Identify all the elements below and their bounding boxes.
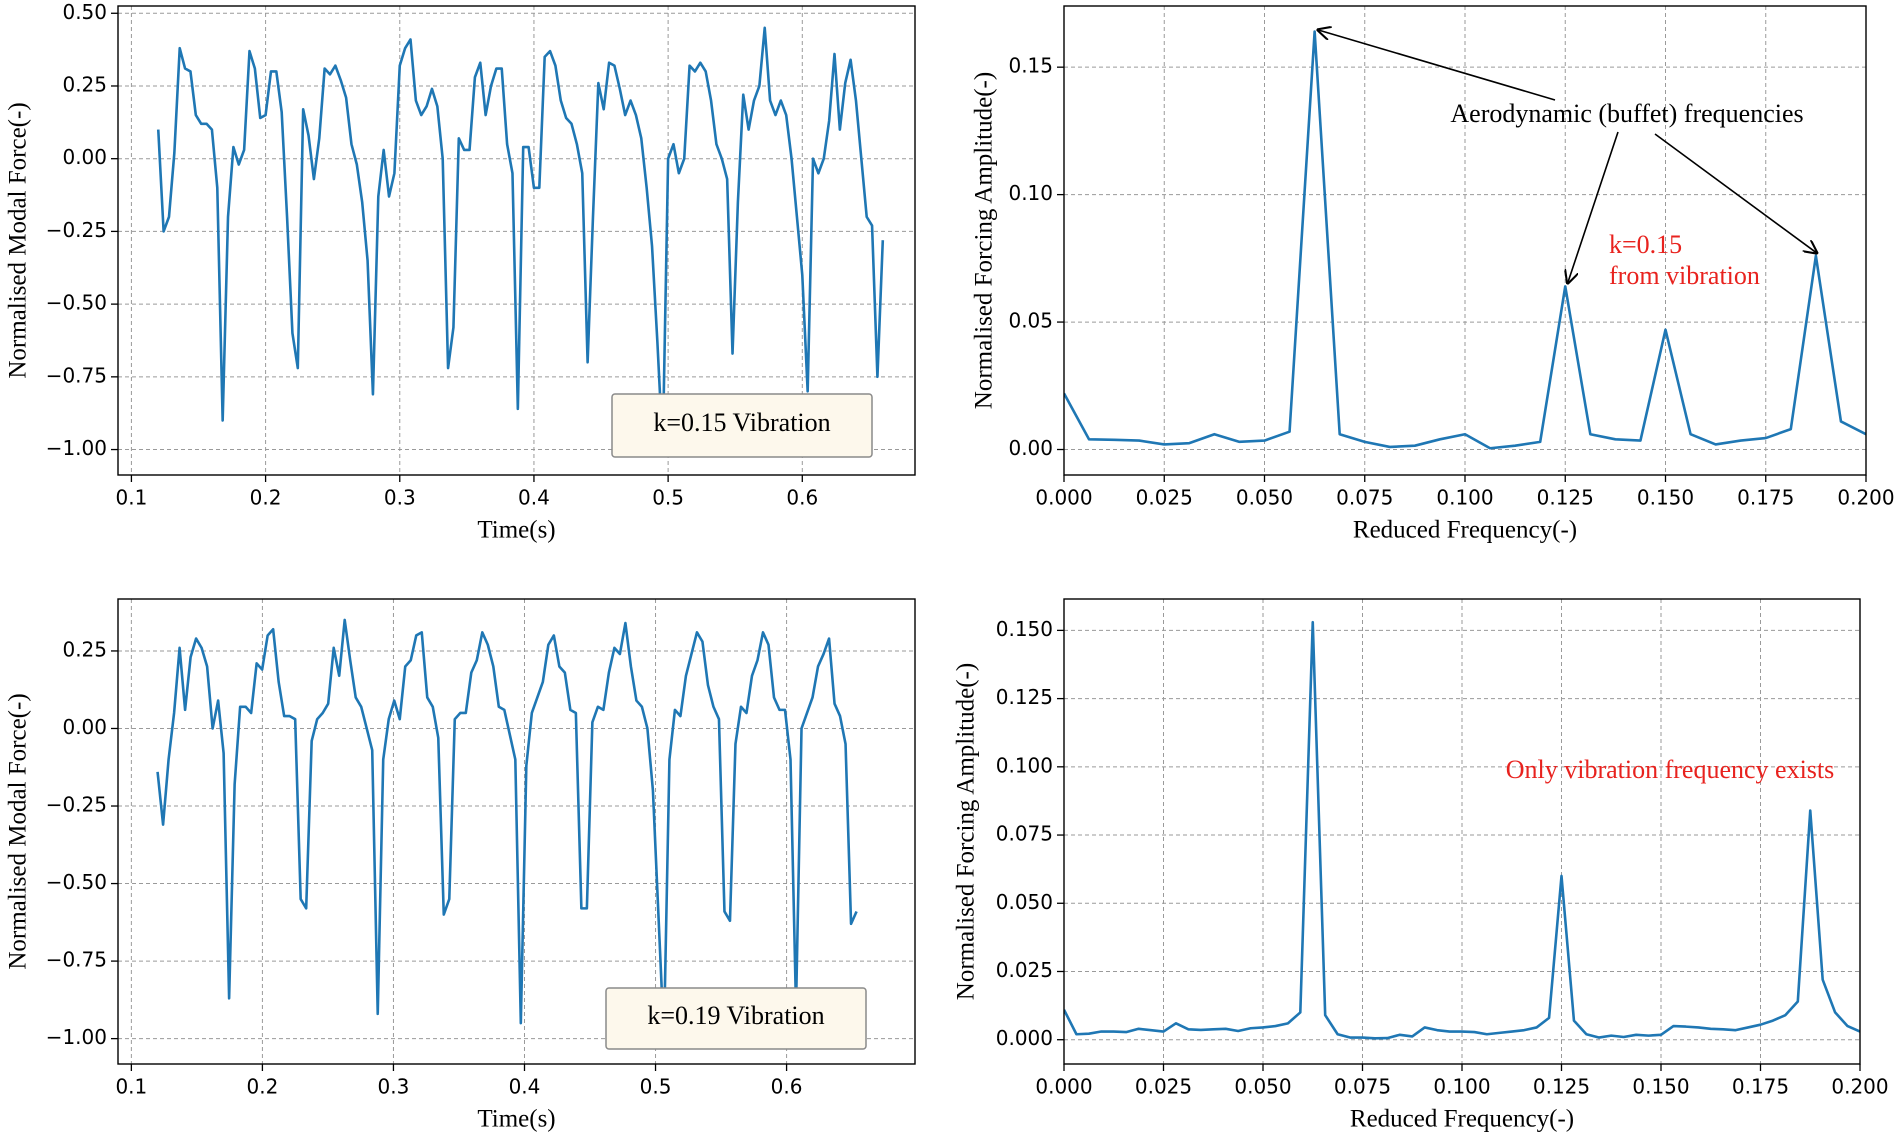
- y-tick-label: −1.00: [46, 1025, 107, 1049]
- y-tick-label: −0.25: [46, 218, 107, 242]
- y-tick-label: −0.50: [46, 870, 107, 894]
- x-tick-label: 0.200: [1831, 1075, 1888, 1099]
- x-tick-label: 0.150: [1632, 1075, 1689, 1099]
- x-tick-label: 0.100: [1433, 1075, 1490, 1099]
- y-tick-label: −0.75: [46, 363, 107, 387]
- y-axis-label: Normalised Modal Force(-): [5, 102, 32, 378]
- annotation: Only vibration frequency exists: [1506, 755, 1835, 784]
- data-line: [156, 618, 858, 1040]
- annotation: k=0.15: [1609, 230, 1682, 259]
- subplot: −1.00 −0.75 −0.50 −0.25 0.00 0.25 0.1 0.2 0.3 0.4…: [5, 598, 916, 1133]
- x-tick-label: 0.050: [1236, 486, 1293, 510]
- x-tick-label: 0.2: [247, 1075, 279, 1099]
- y-tick-label: 0.00: [62, 715, 107, 739]
- x-tick-label: 0.075: [1334, 1075, 1391, 1099]
- y-tick-label: 0.05: [1008, 309, 1053, 333]
- x-tick-label: 0.000: [1035, 1075, 1092, 1099]
- y-tick-label: 0.00: [1008, 436, 1053, 460]
- axes-frame: [1063, 598, 1861, 1065]
- subplot: −1.00 −0.75 −0.50 −0.25 0.00 0.25 0.50 0.1 0.2 0.…: [5, 0, 916, 544]
- y-tick-label: 0.15: [1008, 54, 1053, 78]
- x-tick-label: 0.1: [115, 1075, 147, 1099]
- data-line: [156, 26, 885, 451]
- x-tick-label: 0.000: [1035, 486, 1092, 510]
- x-tick-label: 0.150: [1637, 486, 1694, 510]
- x-axis-label: Reduced Frequency(-): [1353, 517, 1577, 544]
- annotation: k=0.15 Vibration: [653, 408, 830, 437]
- y-tick-label: 0.000: [996, 1026, 1053, 1050]
- y-tick-label: 0.025: [996, 958, 1053, 982]
- x-tick-label: 0.4: [518, 486, 550, 510]
- subplot: 0.000 0.025 0.050 0.075 0.100 0.125 0.150 0.000…: [953, 598, 1889, 1133]
- y-tick-label: −0.50: [46, 291, 107, 315]
- y-tick-label: −0.25: [46, 793, 107, 817]
- axes-frame: [1063, 5, 1867, 476]
- y-tick-label: 0.25: [62, 637, 107, 661]
- y-tick-label: 0.10: [1008, 181, 1053, 205]
- x-tick-label: 0.1: [116, 486, 148, 510]
- y-tick-label: 0.25: [62, 72, 107, 96]
- annotation: from vibration: [1609, 261, 1760, 290]
- x-tick-label: 0.3: [384, 486, 416, 510]
- arrow: [1567, 131, 1619, 284]
- x-tick-label: 0.075: [1336, 486, 1393, 510]
- subplot: 0.00 0.05 0.10 0.15 0.000 0.025 0.050 0.075 0.10…: [971, 5, 1895, 544]
- x-tick-label: 0.3: [378, 1075, 410, 1099]
- x-tick-label: 0.5: [652, 486, 684, 510]
- x-axis-label: Time(s): [477, 517, 555, 544]
- x-tick-label: 0.175: [1732, 1075, 1789, 1099]
- y-tick-label: 0.075: [996, 822, 1053, 846]
- x-tick-label: 0.6: [771, 1075, 803, 1099]
- annotation-box: [605, 987, 867, 1050]
- x-tick-label: 0.125: [1537, 486, 1594, 510]
- x-tick-label: 0.175: [1737, 486, 1794, 510]
- x-tick-label: 0.050: [1234, 1075, 1291, 1099]
- y-axis-label: Normalised Forcing Amplitude(-): [971, 72, 998, 409]
- x-tick-label: 0.100: [1436, 486, 1493, 510]
- y-tick-label: 0.150: [996, 617, 1053, 641]
- x-tick-label: 0.025: [1135, 1075, 1192, 1099]
- y-tick-label: 0.00: [62, 145, 107, 169]
- y-tick-label: 0.125: [996, 685, 1053, 709]
- annotation: k=0.19 Vibration: [647, 1001, 824, 1030]
- x-tick-label: 0.125: [1533, 1075, 1590, 1099]
- x-tick-label: 0.4: [509, 1075, 541, 1099]
- annotation: Aerodynamic (buffet) frequencies: [1450, 99, 1803, 128]
- annotation-box: [611, 393, 873, 458]
- y-axis-label: Normalised Forcing Amplitude(-): [953, 663, 980, 1000]
- x-tick-label: 0.025: [1136, 486, 1193, 510]
- data-line: [1064, 620, 1860, 1040]
- x-tick-label: 0.200: [1837, 486, 1894, 510]
- data-line: [1064, 30, 1866, 450]
- x-tick-label: 0.5: [640, 1075, 672, 1099]
- x-tick-label: 0.6: [786, 486, 818, 510]
- y-tick-label: −1.00: [46, 436, 107, 460]
- axes-frame: [117, 598, 916, 1065]
- arrow: [1654, 133, 1818, 254]
- y-axis-label: Normalised Modal Force(-): [5, 693, 32, 969]
- x-axis-label: Reduced Frequency(-): [1350, 1106, 1574, 1133]
- x-axis-label: Time(s): [477, 1106, 555, 1133]
- y-tick-label: 0.100: [996, 753, 1053, 777]
- y-tick-label: −0.75: [46, 948, 107, 972]
- axes-frame: [117, 5, 916, 476]
- y-tick-label: 0.50: [62, 0, 107, 24]
- y-tick-label: 0.050: [996, 890, 1053, 914]
- arrow: [1317, 29, 1556, 101]
- x-tick-label: 0.2: [250, 486, 282, 510]
